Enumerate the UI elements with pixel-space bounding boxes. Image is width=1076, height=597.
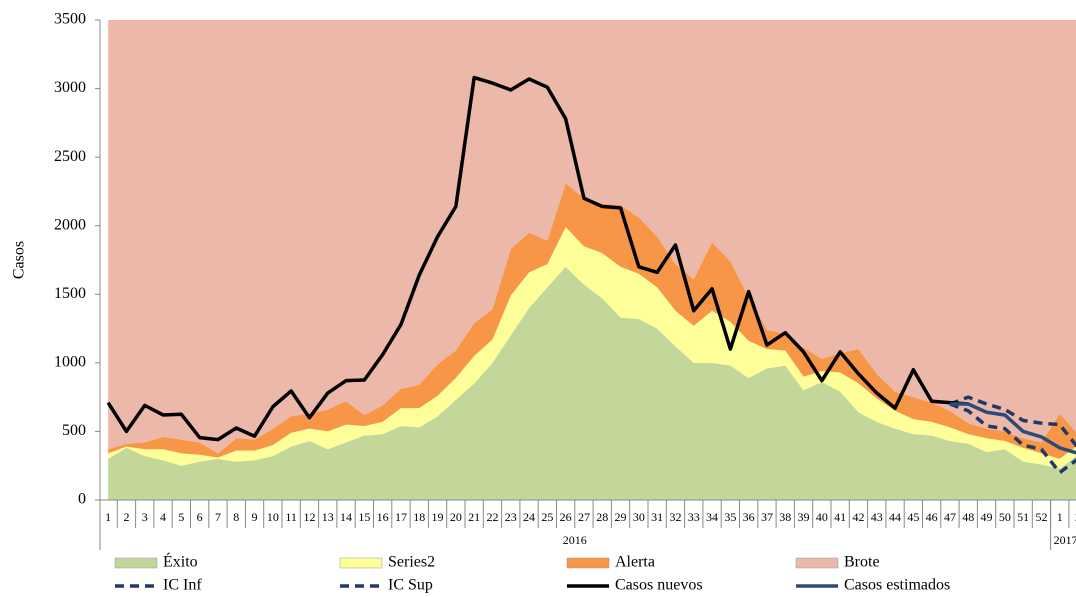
x-tick-label: 16: [377, 510, 389, 524]
y-tick-label: 3000: [54, 79, 86, 96]
x-tick-label: 15: [358, 510, 370, 524]
y-tick-label: 2500: [54, 148, 86, 165]
legend-swatch: [339, 557, 383, 569]
x-tick-label: 32: [669, 510, 681, 524]
area: [108, 266, 1076, 500]
x-tick-label: 42: [852, 510, 864, 524]
x-tick-label: 14: [340, 510, 352, 524]
x-tick-label: 6: [197, 510, 203, 524]
plot-area: [106, 20, 1076, 500]
x-tick-label: 30: [633, 510, 645, 524]
y-tick-label: 0: [78, 491, 86, 508]
x-tick-label: 4: [160, 510, 166, 524]
y-axis-label: Casos: [11, 241, 28, 279]
legend-label: Brote: [844, 554, 880, 571]
x-tick-label: 40: [816, 510, 828, 524]
group-label: 2016: [563, 533, 587, 547]
x-tick-label: 24: [523, 510, 535, 524]
x-tick-label: 8: [233, 510, 239, 524]
area: [108, 227, 1076, 469]
x-tick-label: 21: [468, 510, 480, 524]
x-tick-label: 37: [761, 510, 773, 524]
line: [949, 402, 1076, 455]
x-tick-label: 22: [486, 510, 498, 524]
x-tick-label: 35: [724, 510, 736, 524]
x-tick-label: 11: [285, 510, 297, 524]
x-tick-label: 49: [981, 510, 993, 524]
x-tick-label: 28: [596, 510, 608, 524]
x-tick-label: 51: [1017, 510, 1029, 524]
legend-label: Éxito: [163, 552, 198, 571]
x-tick-label: 2: [123, 510, 129, 524]
legend-label: IC Sup: [388, 577, 433, 594]
x-tick-label: 20: [450, 510, 462, 524]
x-tick-label: 13: [322, 510, 334, 524]
x-tick-label: 3: [142, 510, 148, 524]
x-tick-label: 38: [779, 510, 791, 524]
x-tick-label: 12: [303, 510, 315, 524]
x-tick-label: 26: [560, 510, 572, 524]
x-tick-label: 44: [889, 510, 901, 524]
x-tick-label: 7: [215, 510, 221, 524]
x-tick-label: 34: [706, 510, 718, 524]
y-tick-label: 3500: [54, 11, 86, 28]
x-tick-label: 17: [395, 510, 407, 524]
x-tick-label: 10: [267, 510, 279, 524]
legend-label: Casos nuevos: [615, 577, 703, 594]
legend-label: Series2: [388, 554, 435, 571]
y-tick-label: 500: [62, 422, 86, 439]
x-tick-label: 47: [944, 510, 956, 524]
x-tick-label: 18: [413, 510, 425, 524]
y-tick-label: 1000: [54, 354, 86, 371]
legend-swatch: [114, 557, 158, 569]
x-tick-label: 25: [541, 510, 553, 524]
group-label: 2017: [1054, 533, 1076, 547]
x-tick-label: 1: [1057, 510, 1063, 524]
legend-swatch: [795, 557, 839, 569]
line: [106, 75, 969, 442]
x-tick-label: 41: [834, 510, 846, 524]
x-tick-label: 52: [1035, 510, 1047, 524]
x-tick-label: 9: [252, 510, 258, 524]
legend-label: IC Inf: [163, 577, 202, 594]
line: [949, 402, 1076, 475]
y-tick-label: 2000: [54, 216, 86, 233]
area: [108, 183, 1076, 459]
x-tick-label: 50: [999, 510, 1011, 524]
x-tick-label: 31: [651, 510, 663, 524]
x-tick-label: 36: [743, 510, 755, 524]
x-tick-label: 43: [871, 510, 883, 524]
x-tick-label: 33: [688, 510, 700, 524]
line: [949, 395, 1076, 449]
x-tick-label: 39: [798, 510, 810, 524]
x-tick-label: 5: [178, 510, 184, 524]
x-tick-label: 23: [505, 510, 517, 524]
legend-label: Alerta: [615, 554, 655, 571]
x-tick-label: 46: [926, 510, 938, 524]
x-tick-label: 29: [615, 510, 627, 524]
legend-label: Casos estimados: [844, 577, 950, 594]
legend-swatch: [566, 557, 610, 569]
area: [108, 20, 1076, 454]
x-tick-label: 48: [962, 510, 974, 524]
x-tick-label: 45: [907, 510, 919, 524]
x-tick-label: 27: [578, 510, 590, 524]
y-tick-label: 1500: [54, 285, 86, 302]
x-tick-label: 1: [105, 510, 111, 524]
x-tick-label: 19: [432, 510, 444, 524]
